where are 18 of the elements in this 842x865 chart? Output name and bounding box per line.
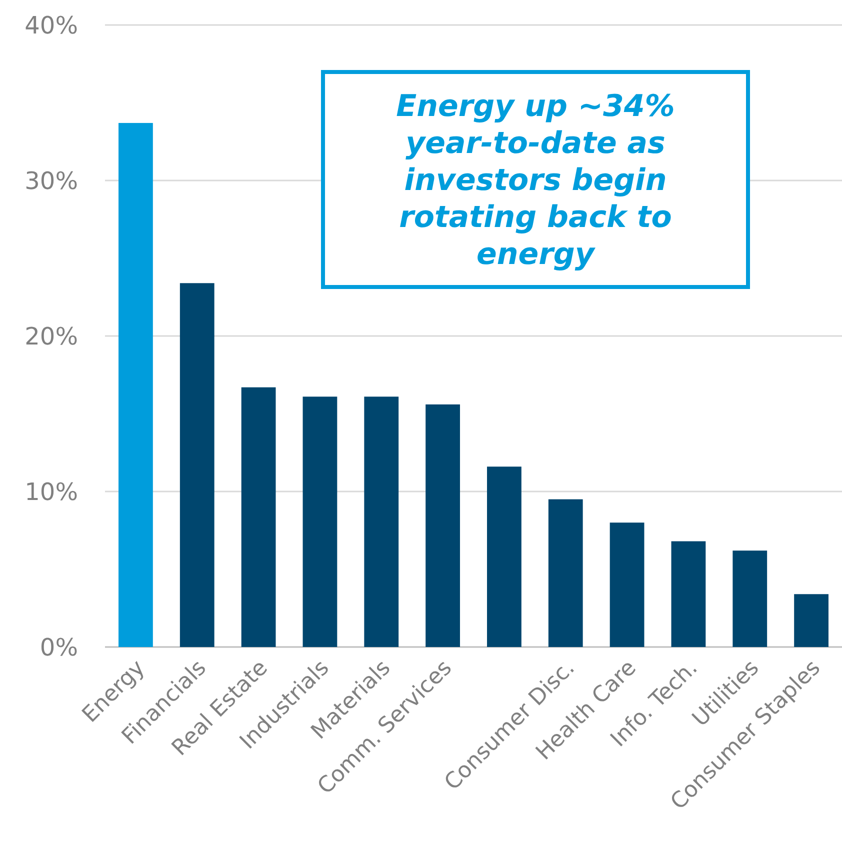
bar [671, 541, 706, 647]
bar [794, 594, 828, 647]
bar [241, 387, 276, 647]
y-tick-label: 10% [24, 478, 78, 506]
y-tick-label: 0% [40, 633, 78, 662]
bar [364, 396, 399, 647]
bar [487, 466, 522, 647]
bar [426, 404, 460, 647]
y-tick-label: 40% [24, 11, 78, 40]
bar [180, 283, 214, 647]
bar [302, 396, 338, 647]
y-tick-label: 20% [24, 322, 78, 350]
annotation: Energy up ~34% year-to-date as investors begin rotating back to energy [396, 89, 675, 272]
bar [548, 499, 583, 647]
y-tick-label: 30% [24, 166, 78, 195]
bar [118, 122, 153, 647]
bar [732, 550, 768, 647]
bar [610, 522, 644, 647]
